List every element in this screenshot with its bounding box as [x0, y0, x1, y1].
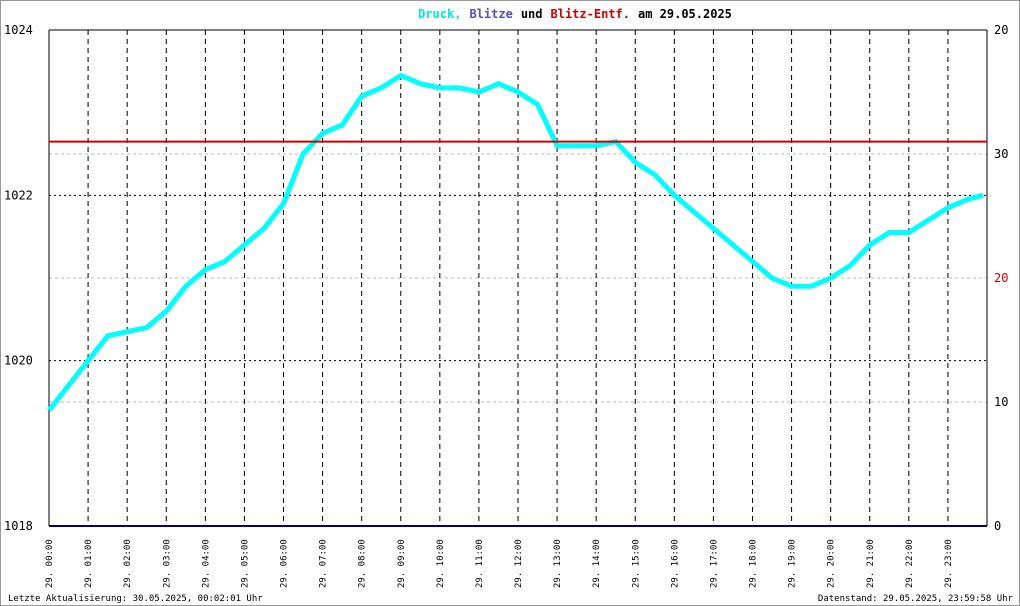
y-tick-label: 1018 [4, 519, 33, 533]
x-tick-label: 29. 20:00 [827, 539, 837, 588]
x-tick-label: 29. 05:00 [240, 539, 250, 588]
footer-right: Datenstand: 29.05.2025, 23:59:58 Uhr [818, 594, 1014, 604]
x-tick-label: 29. 02:00 [123, 539, 133, 588]
x-tick-label: 29. 13:00 [553, 539, 563, 588]
title-part: und [521, 7, 543, 21]
x-tick-label: 29. 10:00 [436, 539, 446, 588]
title-part: am 29.05.2025 [638, 7, 732, 21]
x-tick-label: 29. 17:00 [709, 539, 719, 588]
x-tick-label: 29. 06:00 [280, 539, 290, 588]
x-tick-label: 29. 03:00 [162, 539, 172, 588]
x-tick-label: 29. 11:00 [475, 539, 485, 588]
x-tick-label: 29. 14:00 [592, 539, 602, 588]
x-tick-label: 29. 18:00 [749, 539, 759, 588]
x-tick-label: 29. 19:00 [788, 539, 798, 588]
x-tick-label: 29. 04:00 [201, 539, 211, 588]
y2-tick-label: 0 [994, 519, 1001, 533]
title-part: Blitz-Entf. [551, 7, 630, 21]
x-tick-label: 29. 00:00 [45, 539, 55, 588]
x-tick-label: 29. 01:00 [84, 539, 94, 588]
x-tick-label: 29. 08:00 [358, 539, 368, 588]
x-tick-label: 29. 12:00 [514, 539, 524, 588]
y-tick-label: 1022 [4, 188, 33, 202]
footer-left: Letzte Aktualisierung: 30.05.2025, 00:02… [8, 594, 263, 604]
x-tick-label: 29. 07:00 [319, 539, 329, 588]
x-tick-label: 29. 16:00 [670, 539, 680, 588]
x-tick-label: 29. 23:00 [944, 539, 954, 588]
x-tick-label: 29. 15:00 [631, 539, 641, 588]
chart-title: Druck, Blitze und Blitz-Entf. am 29.05.2025 [418, 7, 732, 21]
x-tick-label: 29. 22:00 [905, 539, 915, 588]
y2-tick-label: 20 [994, 271, 1008, 285]
y-tick-label: 1020 [4, 354, 33, 368]
y2-tick-label: 30 [994, 147, 1008, 161]
series-line [47, 72, 984, 412]
x-tick-label: 29. 09:00 [397, 539, 407, 588]
y3-tick-label: 20 [994, 23, 1008, 37]
x-tick-label: 29. 21:00 [866, 539, 876, 588]
y-tick-label: 1024 [4, 23, 33, 37]
title-part: Blitze [469, 7, 512, 21]
title-part: Druck, [418, 7, 461, 21]
y2-tick-label: 10 [994, 395, 1008, 409]
